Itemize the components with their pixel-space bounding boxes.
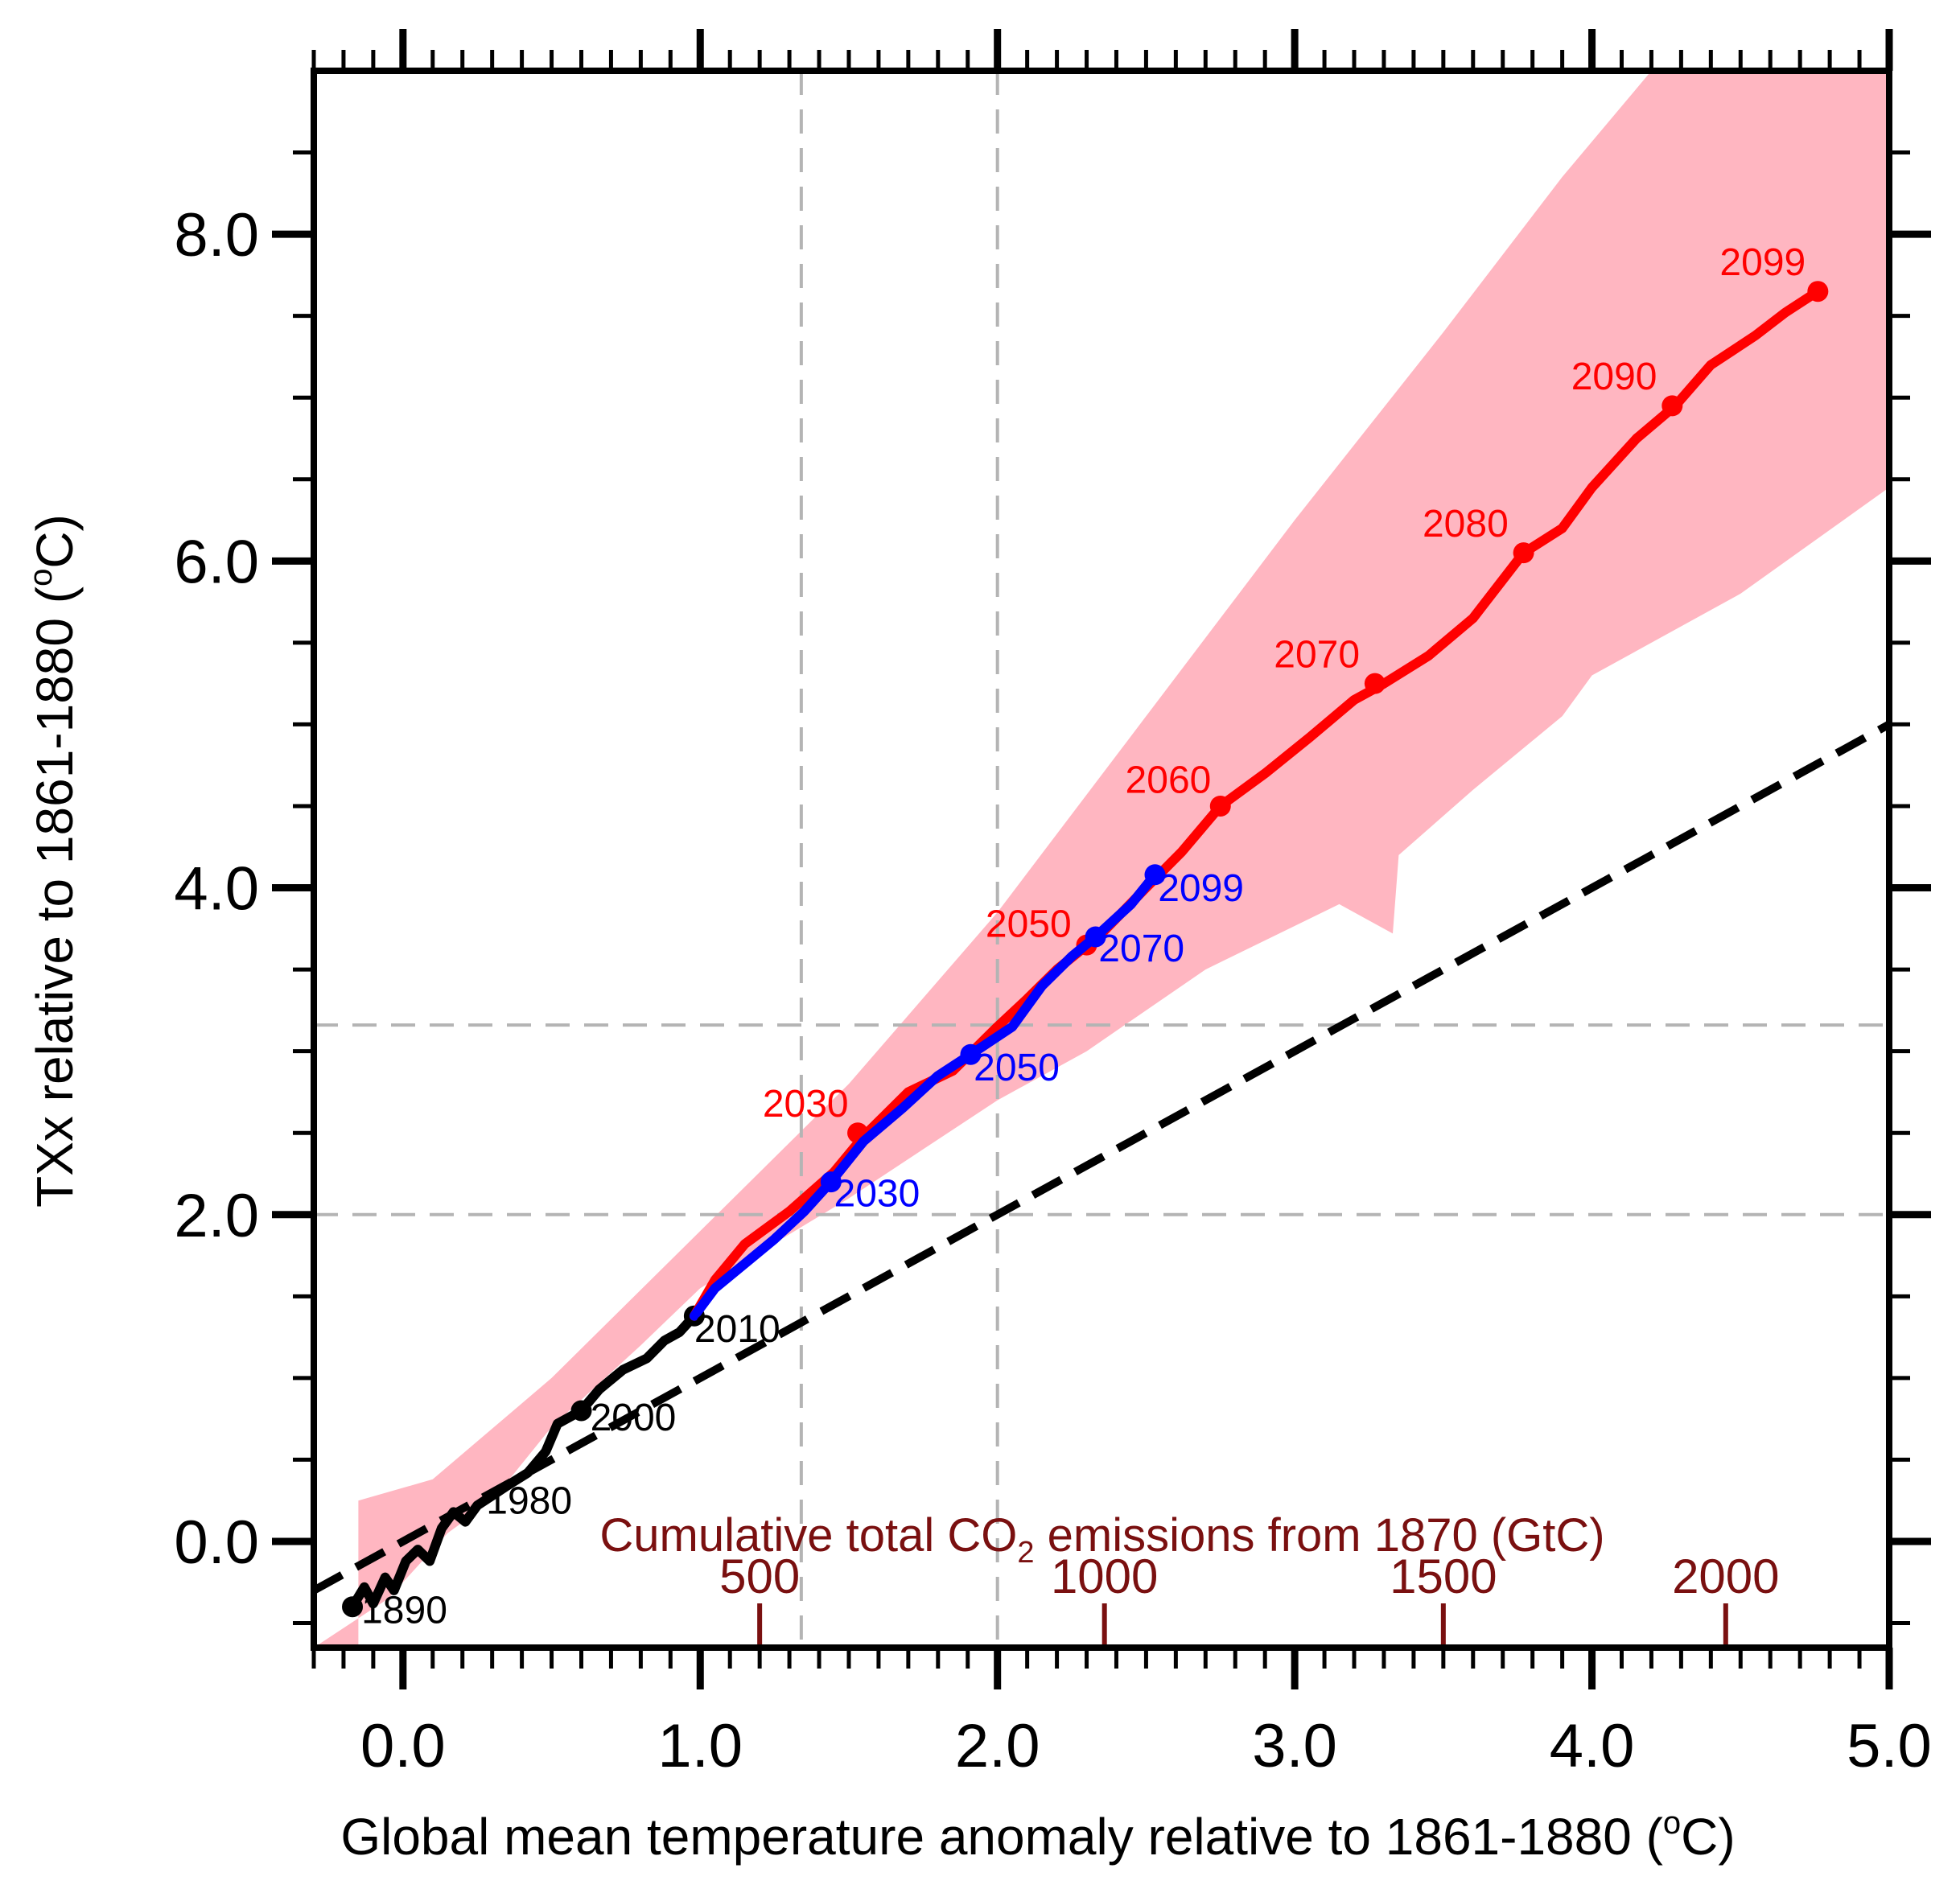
series-marker-0 [570,1400,592,1422]
y-tick-label: 6.0 [174,528,259,596]
series-layer [314,281,1889,1618]
uncertainty-band-layer [314,71,1889,1648]
year-label: 2080 [1423,503,1509,545]
year-label: 2050 [974,1047,1060,1089]
series-line-0 [348,1311,699,1612]
year-label: 2030 [834,1173,920,1216]
plot-frame [311,68,1892,1651]
series-marker-1 [1807,281,1829,302]
series-marker-2 [820,1171,842,1193]
co2-axis: Cumulative total CO2 emissions from 1870… [599,1509,1780,1648]
one-to-one-line [314,721,1889,1595]
series-marker-0 [342,1596,364,1618]
year-label: 2030 [763,1083,849,1126]
axis-tick-labels-layer: 0.0 1.0 2.0 3.0 4.0 5.0 0.0 2.0 4.0 6.0 8.0 [174,201,1931,1780]
series-marker-2 [1144,864,1166,886]
y-tick-label: 0.0 [174,1508,259,1577]
year-label: 2070 [1098,928,1184,970]
year-label: 2000 [591,1397,677,1439]
y-axis-title: TXx relative to 1861-1880 (oC) [23,514,84,1208]
year-label: 2099 [1158,867,1244,910]
series-marker-2 [960,1043,982,1065]
year-label: 1890 [361,1590,447,1632]
series-marker-1 [1513,542,1534,564]
uncertainty-band [314,71,1889,1648]
series-marker-1 [1661,395,1683,417]
co2-tick-label: 500 [719,1549,800,1603]
y-tick-label: 8.0 [174,201,259,270]
point-labels-layer: 1890 1980 2000 2010 2030 2050 2060 2070 2080 2090… [361,241,1806,1632]
y-tick-label: 2.0 [174,1182,259,1250]
series-marker-1 [1209,795,1231,817]
series-marker-1 [1364,673,1386,694]
year-label: 2090 [1571,356,1657,398]
co2-axis-title: Cumulative total CO2 emissions from 1870… [599,1509,1604,1570]
x-axis-title: Global mean temperature anomaly relative… [340,1805,1735,1866]
year-label: 2070 [1274,633,1360,676]
series-line-2 [689,870,1160,1321]
x-tick-label: 1.0 [657,1712,743,1780]
co2-tick-label: 1000 [1051,1549,1158,1603]
year-label: 2050 [986,903,1072,945]
x-tick-label: 3.0 [1252,1712,1337,1780]
co2-tick-label: 2000 [1672,1549,1779,1603]
x-tick-label: 4.0 [1550,1712,1635,1780]
year-label: 2099 [1719,241,1806,284]
year-label: 2060 [1126,759,1212,802]
axis-ticks-layer [272,29,1931,1689]
year-label: 1980 [486,1479,572,1522]
x-tick-label: 5.0 [1847,1712,1932,1780]
y-tick-label: 4.0 [174,855,259,924]
x-tick-label: 0.0 [360,1712,446,1780]
co2-tick-label: 1500 [1390,1549,1497,1603]
x-tick-label: 2.0 [955,1712,1040,1780]
reference-lines-layer [314,71,1889,1648]
year-label: 2010 [694,1308,780,1351]
series-marker-2 [1085,926,1106,948]
